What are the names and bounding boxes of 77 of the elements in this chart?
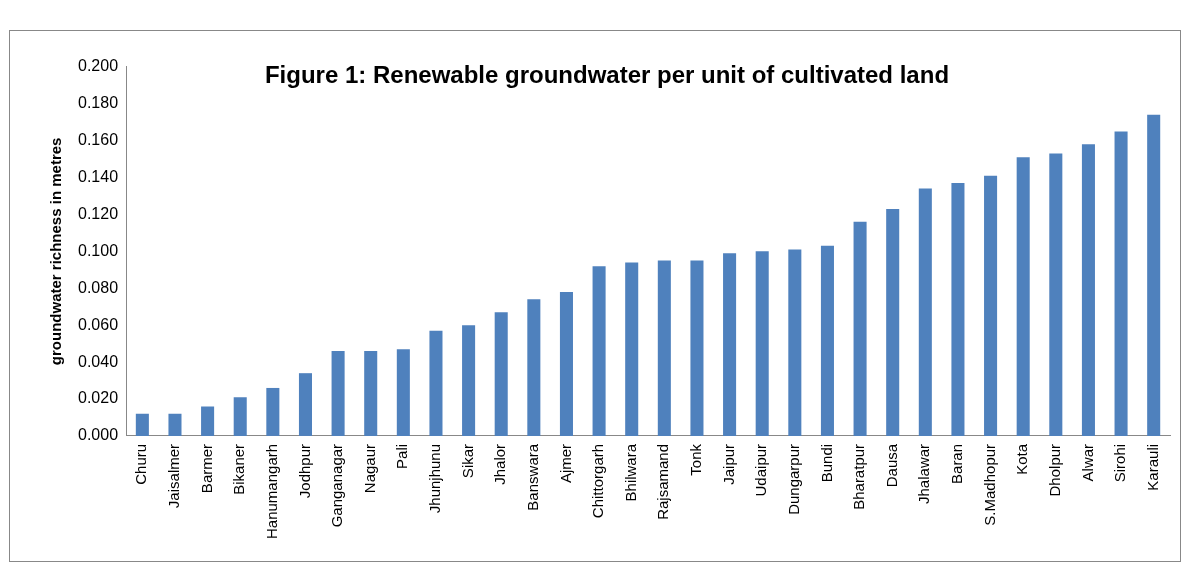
bar (168, 413, 182, 436)
bar (429, 330, 443, 436)
x-tick-label: Hanumangarh (262, 443, 280, 539)
bar (527, 299, 541, 436)
x-tick-label: Tonk (687, 443, 705, 476)
bar (201, 406, 215, 436)
bar (1049, 153, 1063, 436)
bar (820, 245, 834, 436)
x-tick-label: Bharatpur (850, 443, 868, 510)
bar (266, 387, 280, 436)
x-tick-label: Sikar (458, 443, 476, 479)
y-tick-label: 0.040 (77, 352, 119, 370)
y-tick-label: 0.200 (77, 57, 119, 75)
y-tick-label: 0.160 (77, 131, 119, 149)
bar (918, 188, 932, 436)
x-tick-label: Bhilwara (621, 443, 639, 502)
x-tick-label: Udaipur (752, 443, 770, 497)
y-tick-label: 0.020 (77, 389, 119, 407)
y-tick-label: 0.060 (77, 315, 119, 333)
x-tick-label: Jhalor (491, 443, 509, 485)
bar (233, 397, 247, 436)
bar (1081, 144, 1095, 436)
chart-title: Figure 1: Renewable groundwater per unit of cultivated land (264, 61, 950, 89)
x-tick-label: Dungarpur (784, 443, 802, 515)
x-tick-label: Chittorgarh (589, 443, 607, 519)
bar (462, 325, 476, 436)
x-tick-label: Barmer (197, 443, 215, 494)
bar (951, 183, 965, 436)
bar (723, 253, 737, 436)
y-tick-label: 0.000 (77, 426, 119, 444)
bar (755, 251, 769, 436)
x-tick-label: Alwar (1078, 443, 1096, 482)
bar (494, 312, 508, 436)
bar (592, 266, 606, 436)
bar (625, 262, 639, 436)
bar (690, 260, 704, 436)
bar (135, 413, 149, 436)
bar (331, 351, 345, 436)
x-tick-label: Pali (393, 443, 411, 469)
x-tick-label: Jhalawar (915, 443, 933, 504)
x-tick-label: Sirohi (1111, 443, 1129, 483)
x-tick-label: Banswara (523, 443, 541, 511)
bar (298, 373, 312, 436)
x-tick-label: Ajmer (556, 443, 574, 484)
x-tick-label: Jaipur (719, 443, 737, 485)
y-tick-label: 0.080 (77, 278, 119, 296)
x-tick-label: Jhunjhunu (426, 443, 444, 514)
x-tick-label: Bundi (817, 443, 835, 483)
y-tick-label: 0.120 (77, 204, 119, 222)
y-tick-label: 0.100 (77, 241, 119, 259)
bar (364, 351, 378, 436)
bar (1147, 114, 1161, 436)
x-tick-label: Dausa (882, 443, 900, 488)
y-axis-title: groundwater richness in metres (47, 137, 65, 366)
bar (984, 175, 998, 436)
x-tick-label: S.Madhopur (980, 443, 998, 526)
x-tick-label: Jaisalmer (165, 443, 183, 509)
x-tick-label: Churu (132, 443, 150, 485)
x-tick-label: Karauli (1143, 443, 1161, 491)
x-tick-label: Dholpur (1045, 443, 1063, 497)
x-tick-label: Baran (948, 443, 966, 484)
bar (396, 349, 410, 436)
x-tick-label: Kota (1013, 443, 1031, 475)
x-tick-label: Ganganagar (328, 443, 346, 528)
x-tick-label: Nagaur (360, 443, 378, 494)
bar (1114, 131, 1128, 436)
bar (1016, 157, 1030, 436)
bar (853, 221, 867, 436)
y-tick-label: 0.180 (77, 94, 119, 112)
bar (657, 260, 671, 436)
x-tick-label: Rajsamand (654, 443, 672, 520)
bar (559, 291, 573, 436)
y-tick-label: 0.140 (77, 167, 119, 185)
x-tick-label: Bikaner (230, 443, 248, 495)
bar (886, 208, 900, 436)
x-tick-label: Jodhpur (295, 443, 313, 499)
bar (788, 249, 802, 436)
